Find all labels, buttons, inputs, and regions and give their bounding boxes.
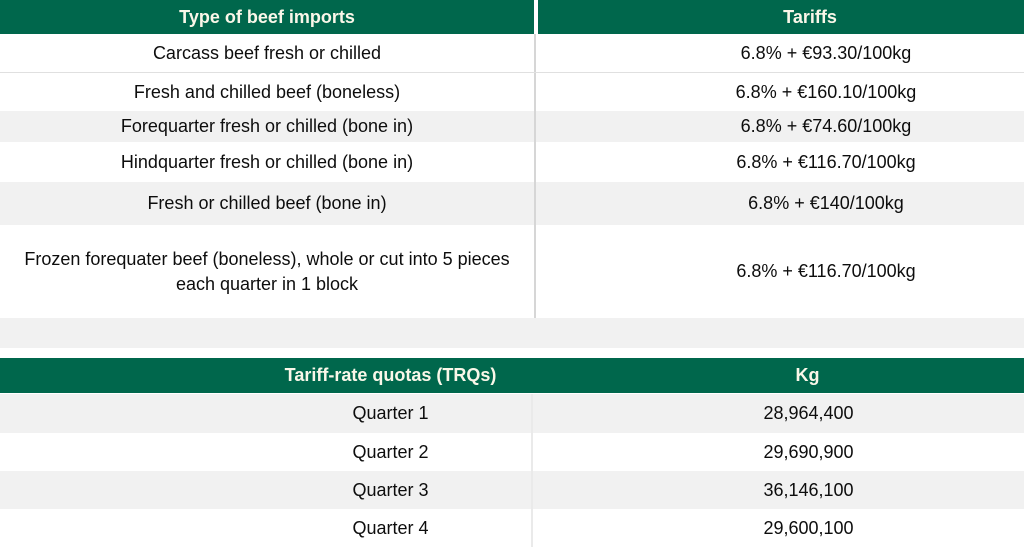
tariff-cell: 6.8% + €116.70/100kg: [534, 225, 1024, 318]
trq-table: Tariff-rate quotas (TRQs) Kg Quarter 1 2…: [0, 358, 1024, 547]
tariff-cell: 6.8% + €93.30/100kg: [534, 34, 1024, 72]
beef-type-label: Carcass beef fresh or chilled: [152, 42, 382, 63]
table-row: Hindquarter fresh or chilled (bone in) 6…: [0, 142, 1024, 182]
beef-type-cell: Carcass beef fresh or chilled: [0, 34, 534, 72]
beef-type-label: Hindquarter fresh or chilled (bone in): [120, 151, 414, 172]
kg-value: 36,146,100: [763, 479, 854, 500]
empty-spacer-row: [0, 318, 1024, 348]
table-row: Frozen forequater beef (boneless), whole…: [0, 225, 1024, 318]
quarter-cell: Quarter 1: [0, 394, 531, 433]
header-label: Tariff-rate quotas (TRQs): [284, 365, 497, 385]
header-label: Kg: [795, 365, 820, 385]
tariff-table-header-row: Type of beef imports Tariffs: [0, 0, 1024, 34]
kg-value: 29,600,100: [763, 517, 854, 538]
tariff-cell: 6.8% + €140/100kg: [534, 182, 1024, 225]
tariff-table-header-tariffs: Tariffs: [534, 0, 1024, 34]
beef-type-cell: Forequarter fresh or chilled (bone in): [0, 111, 534, 142]
beef-type-cell: Fresh and chilled beef (boneless): [0, 73, 534, 111]
kg-cell: 28,964,400: [531, 394, 1024, 433]
table-row: Forequarter fresh or chilled (bone in) 6…: [0, 111, 1024, 142]
table-row: Fresh and chilled beef (boneless) 6.8% +…: [0, 73, 1024, 111]
tariff-value: 6.8% + €74.60/100kg: [740, 116, 912, 136]
quarter-label: Quarter 2: [352, 441, 429, 462]
table-row: Fresh or chilled beef (bone in) 6.8% + €…: [0, 182, 1024, 225]
quarter-label: Quarter 3: [352, 479, 429, 500]
trq-table-header-quotas: Tariff-rate quotas (TRQs): [0, 358, 531, 393]
kg-cell: 36,146,100: [531, 471, 1024, 509]
beef-type-label: Forequarter fresh or chilled (bone in): [120, 116, 414, 136]
quarter-cell: Quarter 2: [0, 433, 531, 471]
kg-cell: 29,600,100: [531, 509, 1024, 547]
beef-type-cell: Frozen forequater beef (boneless), whole…: [0, 225, 534, 318]
table-row: Quarter 2 29,690,900: [0, 433, 1024, 471]
header-label: Type of beef imports: [179, 6, 355, 27]
beef-type-cell: Fresh or chilled beef (bone in): [0, 182, 534, 225]
table-row: Quarter 3 36,146,100: [0, 471, 1024, 509]
quarter-label: Quarter 4: [352, 517, 429, 538]
tariff-cell: 6.8% + €74.60/100kg: [534, 111, 1024, 142]
beef-type-label: Frozen forequater beef (boneless), whole…: [24, 248, 510, 294]
trq-table-header-kg: Kg: [531, 358, 1024, 393]
beef-type-label: Fresh and chilled beef (boneless): [133, 81, 401, 102]
table-gap: [0, 348, 1024, 358]
table-row: Quarter 1 28,964,400: [0, 393, 1024, 433]
tariff-value: 6.8% + €160.10/100kg: [735, 81, 917, 102]
tariff-table-header-type: Type of beef imports: [0, 0, 534, 34]
beef-type-label: Fresh or chilled beef (bone in): [147, 193, 387, 213]
quarter-cell: Quarter 3: [0, 471, 531, 509]
trq-table-header-row: Tariff-rate quotas (TRQs) Kg: [0, 358, 1024, 393]
tariff-value: 6.8% + €93.30/100kg: [740, 42, 912, 63]
table-row: Quarter 4 29,600,100: [0, 509, 1024, 547]
tariff-table: Type of beef imports Tariffs Carcass bee…: [0, 0, 1024, 348]
quarter-cell: Quarter 4: [0, 509, 531, 547]
kg-value: 28,964,400: [763, 403, 854, 423]
tariff-value: 6.8% + €140/100kg: [748, 193, 904, 213]
tariff-cell: 6.8% + €160.10/100kg: [534, 73, 1024, 111]
quarter-label: Quarter 1: [352, 403, 429, 423]
kg-value: 29,690,900: [763, 441, 854, 462]
header-label: Tariffs: [783, 6, 837, 27]
kg-cell: 29,690,900: [531, 433, 1024, 471]
tariff-value: 6.8% + €116.70/100kg: [736, 151, 916, 172]
tariff-cell: 6.8% + €116.70/100kg: [534, 142, 1024, 182]
beef-type-cell: Hindquarter fresh or chilled (bone in): [0, 142, 534, 182]
tariff-value: 6.8% + €116.70/100kg: [736, 261, 916, 281]
table-row: Carcass beef fresh or chilled 6.8% + €93…: [0, 34, 1024, 73]
